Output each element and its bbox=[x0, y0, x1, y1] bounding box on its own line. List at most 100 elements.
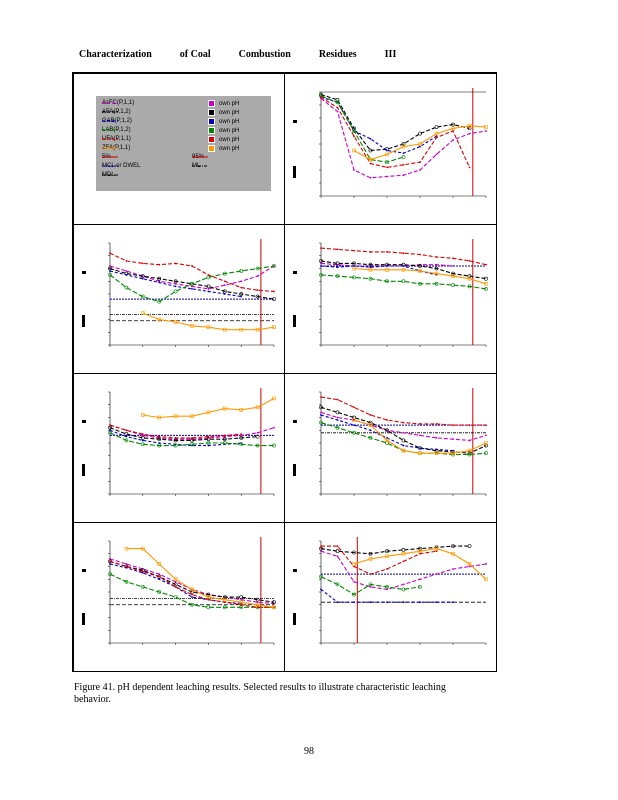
data-point bbox=[401, 144, 406, 149]
data-point bbox=[158, 263, 161, 266]
data-point bbox=[335, 425, 340, 430]
data-point bbox=[320, 550, 322, 553]
data-point bbox=[256, 289, 259, 292]
page-number: 98 bbox=[304, 746, 314, 757]
data-point bbox=[319, 574, 323, 579]
data-point bbox=[222, 271, 227, 276]
data-point bbox=[386, 166, 388, 169]
data-point bbox=[255, 294, 260, 299]
data-point bbox=[484, 577, 488, 582]
data-point bbox=[272, 325, 276, 329]
data-point bbox=[484, 281, 488, 286]
data-point bbox=[385, 160, 389, 165]
data-point bbox=[255, 434, 260, 439]
series-line bbox=[320, 414, 454, 452]
y-label-glyph bbox=[293, 613, 296, 625]
data-point bbox=[109, 270, 111, 272]
series-line bbox=[109, 424, 275, 440]
figure-caption: Figure 41. pH dependent leaching results… bbox=[74, 682, 517, 706]
data-point bbox=[320, 588, 322, 591]
legend-swatch bbox=[102, 156, 118, 158]
caption-line-2: behavior. bbox=[74, 694, 111, 705]
data-point bbox=[223, 406, 227, 411]
data-point bbox=[239, 327, 243, 332]
legend-entry: AsFC(P,1,1) bbox=[102, 100, 134, 106]
legend-own-ph: own pH bbox=[208, 136, 239, 143]
data-point bbox=[141, 277, 144, 280]
data-point bbox=[386, 419, 388, 421]
data-point bbox=[435, 135, 438, 138]
data-point bbox=[173, 582, 178, 587]
legend-label: LAB(P,1,2) bbox=[102, 127, 131, 133]
series-line bbox=[353, 125, 487, 161]
own-ph-marker-icon bbox=[208, 136, 215, 143]
data-point bbox=[174, 586, 177, 588]
data-point bbox=[206, 275, 211, 280]
series-line bbox=[320, 95, 404, 163]
data-point bbox=[207, 598, 210, 601]
data-point bbox=[190, 324, 194, 328]
data-point bbox=[401, 438, 406, 443]
data-point bbox=[369, 429, 372, 432]
y-label-glyph bbox=[293, 420, 297, 423]
data-point bbox=[141, 413, 145, 417]
data-point bbox=[207, 288, 210, 290]
own-ph-marker-icon bbox=[208, 118, 215, 125]
data-point bbox=[402, 152, 405, 154]
legend-label: MCL or DWEL bbox=[102, 163, 141, 169]
chart-panel-top-right bbox=[284, 73, 497, 225]
data-point bbox=[485, 263, 487, 266]
data-point bbox=[319, 405, 323, 410]
series-line bbox=[109, 432, 274, 447]
series-line bbox=[109, 560, 275, 603]
data-point bbox=[173, 595, 178, 600]
data-point bbox=[386, 149, 388, 152]
data-point bbox=[435, 136, 438, 139]
series-line bbox=[353, 548, 487, 580]
data-point bbox=[368, 262, 373, 267]
data-point bbox=[191, 593, 193, 596]
series-line bbox=[320, 545, 470, 555]
data-point bbox=[190, 602, 194, 607]
data-point bbox=[141, 571, 144, 574]
data-point bbox=[434, 131, 439, 136]
data-point bbox=[385, 428, 389, 433]
data-point bbox=[173, 414, 178, 419]
data-point bbox=[402, 560, 405, 563]
data-point bbox=[336, 545, 339, 547]
data-point bbox=[368, 267, 373, 272]
data-point bbox=[124, 432, 129, 436]
data-point bbox=[190, 438, 194, 443]
data-point bbox=[240, 433, 243, 435]
data-point bbox=[207, 444, 210, 447]
legend-swatch bbox=[102, 102, 118, 104]
data-point bbox=[419, 161, 421, 164]
data-point bbox=[223, 601, 226, 604]
data-point bbox=[124, 438, 129, 443]
legend-entry: UFA(P,1,1) bbox=[102, 136, 131, 142]
data-point bbox=[222, 437, 227, 442]
data-point bbox=[158, 435, 161, 438]
data-point bbox=[386, 588, 388, 591]
data-point bbox=[369, 137, 372, 140]
data-point bbox=[108, 430, 112, 435]
data-point bbox=[451, 126, 455, 131]
data-point bbox=[352, 550, 356, 555]
data-point bbox=[240, 603, 243, 606]
data-point bbox=[109, 429, 111, 432]
legend-own-label: own pH bbox=[219, 137, 240, 144]
data-point bbox=[190, 587, 194, 592]
y-label-glyph bbox=[82, 420, 86, 423]
data-point bbox=[335, 274, 340, 279]
header-part: Combustion bbox=[238, 49, 291, 60]
data-point bbox=[467, 562, 472, 566]
data-point bbox=[320, 96, 322, 99]
legend-own-label: own pH bbox=[219, 128, 240, 135]
series-line bbox=[320, 396, 486, 426]
data-point bbox=[335, 582, 340, 587]
data-point bbox=[222, 605, 227, 610]
data-point bbox=[173, 438, 178, 443]
y-label-glyph bbox=[82, 569, 86, 572]
data-point bbox=[451, 271, 455, 276]
series-line bbox=[109, 560, 274, 608]
